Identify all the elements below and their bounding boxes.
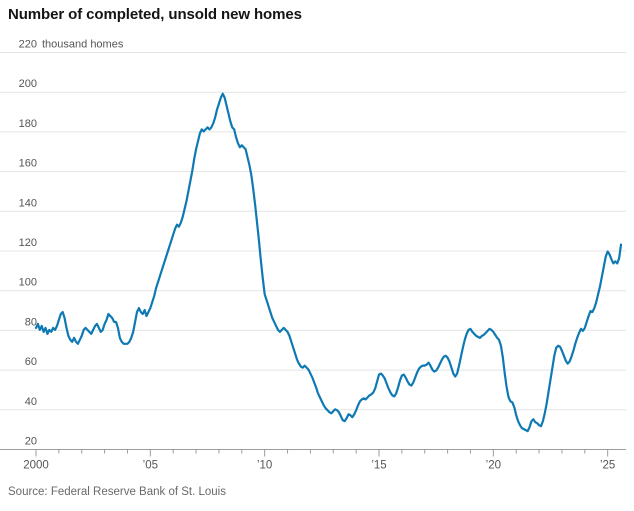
- y-tick-label: 120: [19, 237, 37, 249]
- y-tick-label: 40: [25, 396, 37, 408]
- x-tick-label: ’25: [600, 460, 615, 472]
- y-tick-label: 20: [25, 436, 37, 448]
- y-tick-label: 200: [19, 78, 37, 90]
- y-tick-label: 100: [19, 277, 37, 289]
- x-tick-label: ’15: [371, 460, 386, 472]
- x-tick-label: 2000: [23, 460, 49, 472]
- chart-title: Number of completed, unsold new homes: [8, 6, 302, 23]
- source-note: Source: Federal Reserve Bank of St. Loui…: [8, 486, 226, 498]
- y-tick-label: 80: [25, 316, 37, 328]
- x-tick-label: ’05: [143, 460, 158, 472]
- y-tick-label: 60: [25, 356, 37, 368]
- y-axis-unit-label: thousand homes: [42, 39, 124, 51]
- y-tick-label: 140: [19, 197, 37, 209]
- x-tick-label: ’20: [486, 460, 501, 472]
- y-tick-label: 160: [19, 158, 37, 170]
- data-line-completed-unsold-homes: [34, 92, 623, 433]
- x-tick-label: ’10: [257, 460, 272, 472]
- y-tick-label: 180: [19, 118, 37, 130]
- y-tick-label: 220: [19, 39, 37, 51]
